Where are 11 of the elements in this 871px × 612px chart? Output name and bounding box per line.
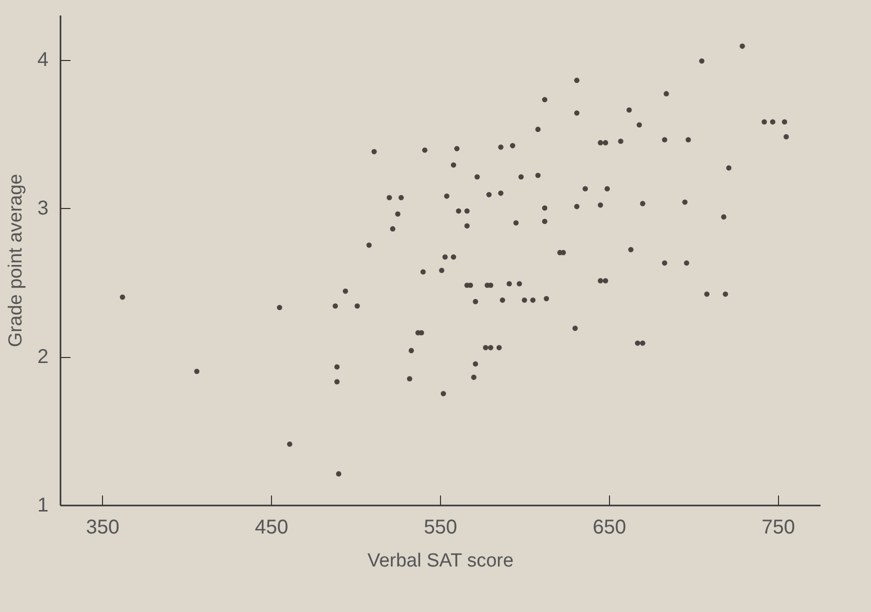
y-tick-label: 1	[37, 494, 48, 516]
x-tick-label: 750	[762, 516, 795, 538]
y-axis-title: Grade point average	[5, 174, 26, 348]
x-tick-label: 450	[254, 516, 288, 538]
y-tick-label: 3	[37, 198, 48, 220]
x-tick-label: 550	[424, 516, 458, 538]
y-tick-label: 2	[37, 346, 48, 368]
y-tick-label: 4	[37, 49, 48, 72]
x-tick-label: 650	[592, 516, 626, 538]
x-tick-label: 350	[86, 516, 120, 538]
x-axis-title: Verbal SAT score	[367, 550, 514, 572]
